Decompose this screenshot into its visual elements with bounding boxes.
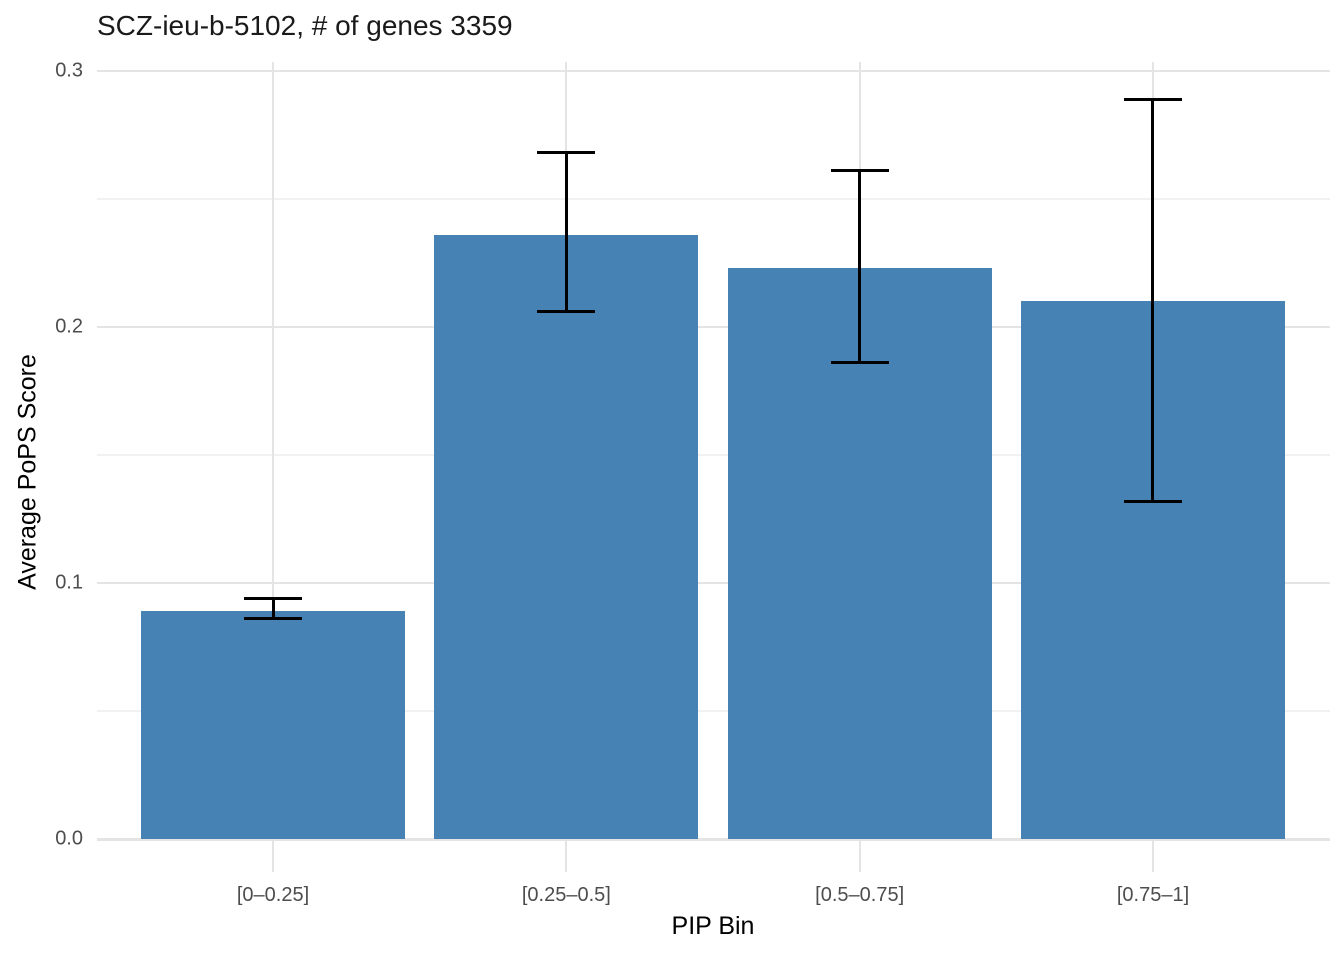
errorbar-stem: [1151, 99, 1155, 502]
x-tick-mark: [1151, 839, 1154, 872]
y-axis-title: Average PoPS Score: [13, 354, 42, 590]
x-axis-title: PIP Bin: [671, 912, 755, 940]
bar-2: [434, 234, 699, 839]
bar-1: [141, 611, 405, 839]
x-tick-label: [0.5–0.75]: [815, 884, 905, 906]
x-tick-label: [0.25–0.5]: [521, 884, 611, 906]
chart-title: SCZ-ieu-b-5102, # of genes 3359: [97, 10, 513, 41]
x-tick-label: [0.75–1]: [1116, 884, 1190, 906]
errorbar-stem: [271, 598, 275, 619]
gridline-major: [97, 70, 1330, 72]
y-tick-label: 0.3: [55, 59, 83, 82]
y-tick-label: 0.0: [55, 827, 83, 850]
gridline-minor: [97, 198, 1330, 200]
errorbar-cap-bottom: [830, 361, 889, 365]
x-tick-mark: [858, 839, 861, 872]
y-tick-label: 0.2: [55, 315, 83, 338]
y-tick-label: 0.1: [55, 571, 83, 594]
errorbar-cap-top: [244, 596, 302, 600]
errorbar-cap-bottom: [1123, 499, 1182, 503]
errorbar-cap-bottom: [537, 310, 596, 314]
x-tick-mark: [565, 839, 568, 872]
errorbar-stem: [858, 170, 862, 363]
errorbar-stem: [564, 152, 568, 312]
errorbar-cap-bottom: [244, 617, 302, 621]
errorbar-cap-top: [537, 151, 596, 155]
x-tick-label: [0–0.25]: [236, 884, 310, 906]
x-tick-mark: [272, 839, 274, 872]
errorbar-cap-top: [830, 169, 889, 173]
errorbar-cap-top: [1123, 97, 1182, 101]
